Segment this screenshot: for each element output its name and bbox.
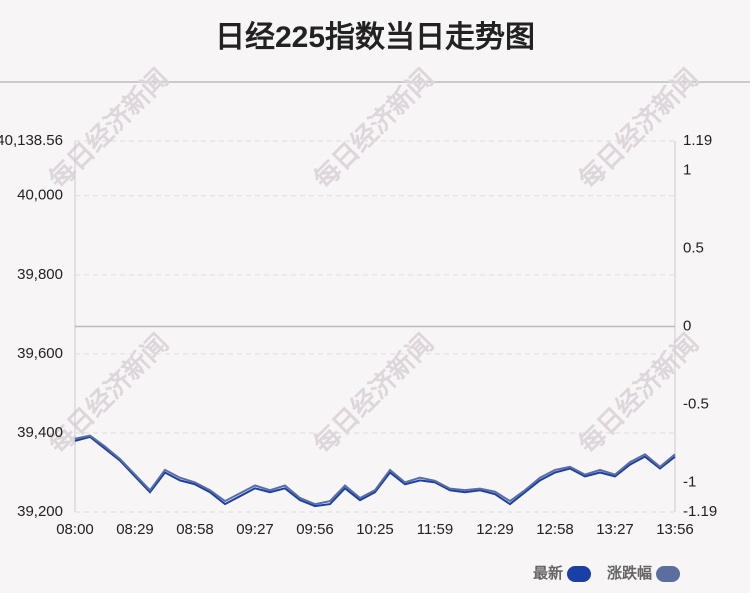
legend-swatch <box>567 566 592 582</box>
x-tick-label: 11:59 <box>417 521 453 538</box>
y-tick-label: 39,800 <box>17 266 63 283</box>
x-tick-label: 12:29 <box>476 521 514 538</box>
y-tick-label: 40,138.56 <box>0 132 63 149</box>
x-tick-label: 10:25 <box>356 521 394 538</box>
legend-label: 最新 <box>533 564 563 582</box>
x-tick-label: 09:56 <box>296 521 334 538</box>
legend-swatch <box>656 566 681 582</box>
x-tick-label: 08:29 <box>116 521 154 538</box>
y2-tick-label: -1 <box>683 473 696 490</box>
x-tick-label: 08:00 <box>56 521 94 538</box>
y-tick-label: 39,600 <box>17 345 63 362</box>
y2-tick-label: 0 <box>683 317 691 334</box>
x-tick-label: 12:58 <box>536 521 574 538</box>
y-tick-label: 39,200 <box>17 503 63 520</box>
x-tick-label: 13:27 <box>596 521 634 538</box>
y2-tick-label: -0.5 <box>683 395 709 412</box>
y2-tick-label: 1.19 <box>683 132 712 149</box>
y-tick-label: 39,400 <box>17 424 63 441</box>
chart-title: 日经225指数当日走势图 <box>215 20 535 54</box>
y-tick-label: 40,000 <box>17 187 63 204</box>
x-tick-label: 13:56 <box>656 521 694 538</box>
x-tick-label: 09:27 <box>236 521 274 538</box>
x-tick-label: 08:58 <box>176 521 214 538</box>
series-line <box>74 434 676 506</box>
y2-tick-label: -1.19 <box>683 503 717 520</box>
y2-tick-label: 0.5 <box>683 240 704 257</box>
watermark: 每日经济新闻 <box>573 328 705 460</box>
series-line <box>74 435 676 508</box>
watermark: 每日经济新闻 <box>308 328 440 460</box>
y2-tick-label: 1 <box>683 162 691 179</box>
legend-label: 涨跌幅 <box>607 564 652 582</box>
